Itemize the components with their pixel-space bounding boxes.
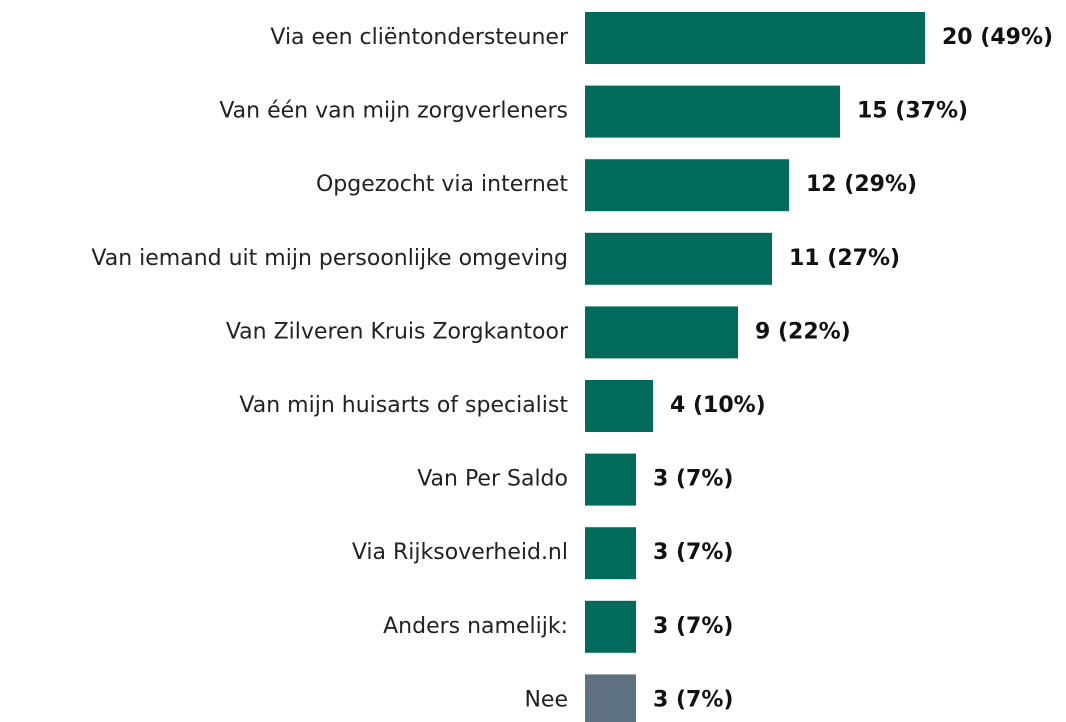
bar [585, 12, 925, 64]
value-label: 20 (49%) [942, 25, 1053, 50]
bar [585, 232, 772, 285]
bar [585, 674, 636, 722]
bar [585, 527, 636, 580]
category-label: Opgezocht via internet [316, 172, 568, 197]
category-label: Via Rijksoverheid.nl [352, 540, 568, 565]
category-label: Van Zilveren Kruis Zorgkantoor [226, 319, 569, 344]
bar [585, 85, 840, 138]
category-label: Via een cliëntondersteuner [270, 25, 569, 50]
value-label: 3 (7%) [653, 540, 733, 565]
bar [585, 453, 636, 506]
value-label: 3 (7%) [653, 614, 733, 639]
value-label: 11 (27%) [789, 246, 900, 271]
category-label: Nee [524, 687, 568, 712]
category-label: Van iemand uit mijn persoonlijke omgevin… [91, 246, 568, 271]
bar [585, 600, 636, 653]
bar [585, 380, 653, 432]
value-label: 3 (7%) [653, 467, 733, 492]
bar [585, 306, 738, 359]
value-label: 9 (22%) [755, 319, 851, 344]
value-label: 3 (7%) [653, 687, 733, 712]
category-label: Van mijn huisarts of specialist [239, 393, 568, 418]
category-label: Anders namelijk: [383, 614, 568, 639]
value-label: 15 (37%) [857, 99, 968, 124]
value-label: 4 (10%) [670, 393, 766, 418]
category-label: Van één van mijn zorgverleners [219, 99, 568, 124]
bar [585, 159, 789, 212]
value-label: 12 (29%) [806, 172, 917, 197]
category-label: Van Per Saldo [417, 467, 568, 492]
